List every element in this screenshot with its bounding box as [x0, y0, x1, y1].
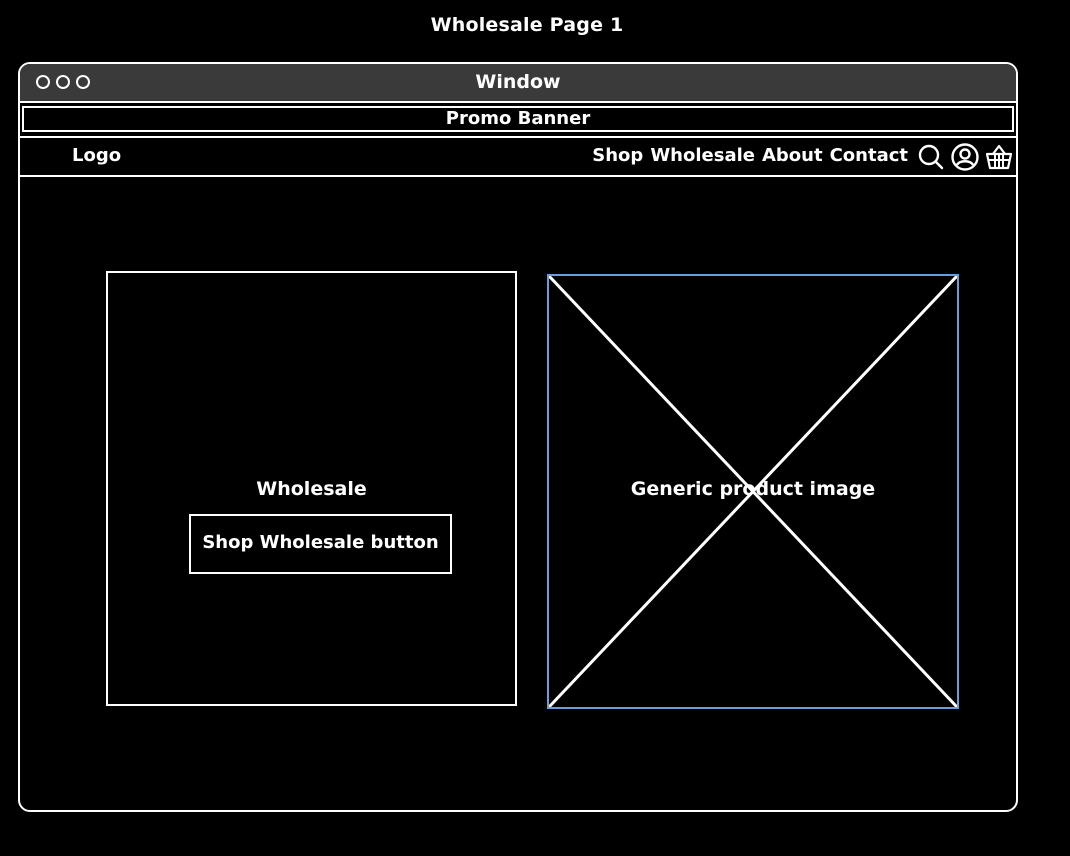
- hero-heading: Wholesale: [256, 478, 367, 500]
- browser-window: Window Promo Banner Logo Shop Wholesale …: [18, 62, 1018, 812]
- main-nav: Logo Shop Wholesale About Contact: [20, 136, 1016, 177]
- account-icon[interactable]: [950, 142, 980, 172]
- nav-icons: [916, 142, 1014, 172]
- shop-wholesale-button[interactable]: Shop Wholesale button: [189, 514, 452, 574]
- product-image-placeholder[interactable]: Generic product image: [547, 274, 959, 709]
- window-controls: [36, 75, 90, 89]
- wholesale-hero-card: Wholesale Shop Wholesale button: [106, 271, 517, 706]
- minimize-dot-icon[interactable]: [56, 75, 70, 89]
- basket-icon[interactable]: [984, 142, 1014, 172]
- nav-link-wholesale[interactable]: Wholesale: [650, 145, 755, 166]
- logo[interactable]: Logo: [72, 145, 122, 166]
- window-title: Window: [475, 71, 561, 93]
- maximize-dot-icon[interactable]: [76, 75, 90, 89]
- window-titlebar: Window: [20, 64, 1016, 103]
- product-image-label: Generic product image: [630, 478, 876, 500]
- page-title: Wholesale Page 1: [430, 14, 624, 36]
- promo-banner[interactable]: Promo Banner: [22, 106, 1014, 132]
- nav-link-about[interactable]: About: [761, 145, 823, 166]
- nav-link-shop[interactable]: Shop: [592, 145, 644, 166]
- nav-links: Shop Wholesale About Contact: [592, 145, 908, 166]
- nav-link-contact[interactable]: Contact: [829, 145, 908, 166]
- search-icon[interactable]: [916, 142, 946, 172]
- image-placeholder-cross-icon: [549, 276, 957, 707]
- close-dot-icon[interactable]: [36, 75, 50, 89]
